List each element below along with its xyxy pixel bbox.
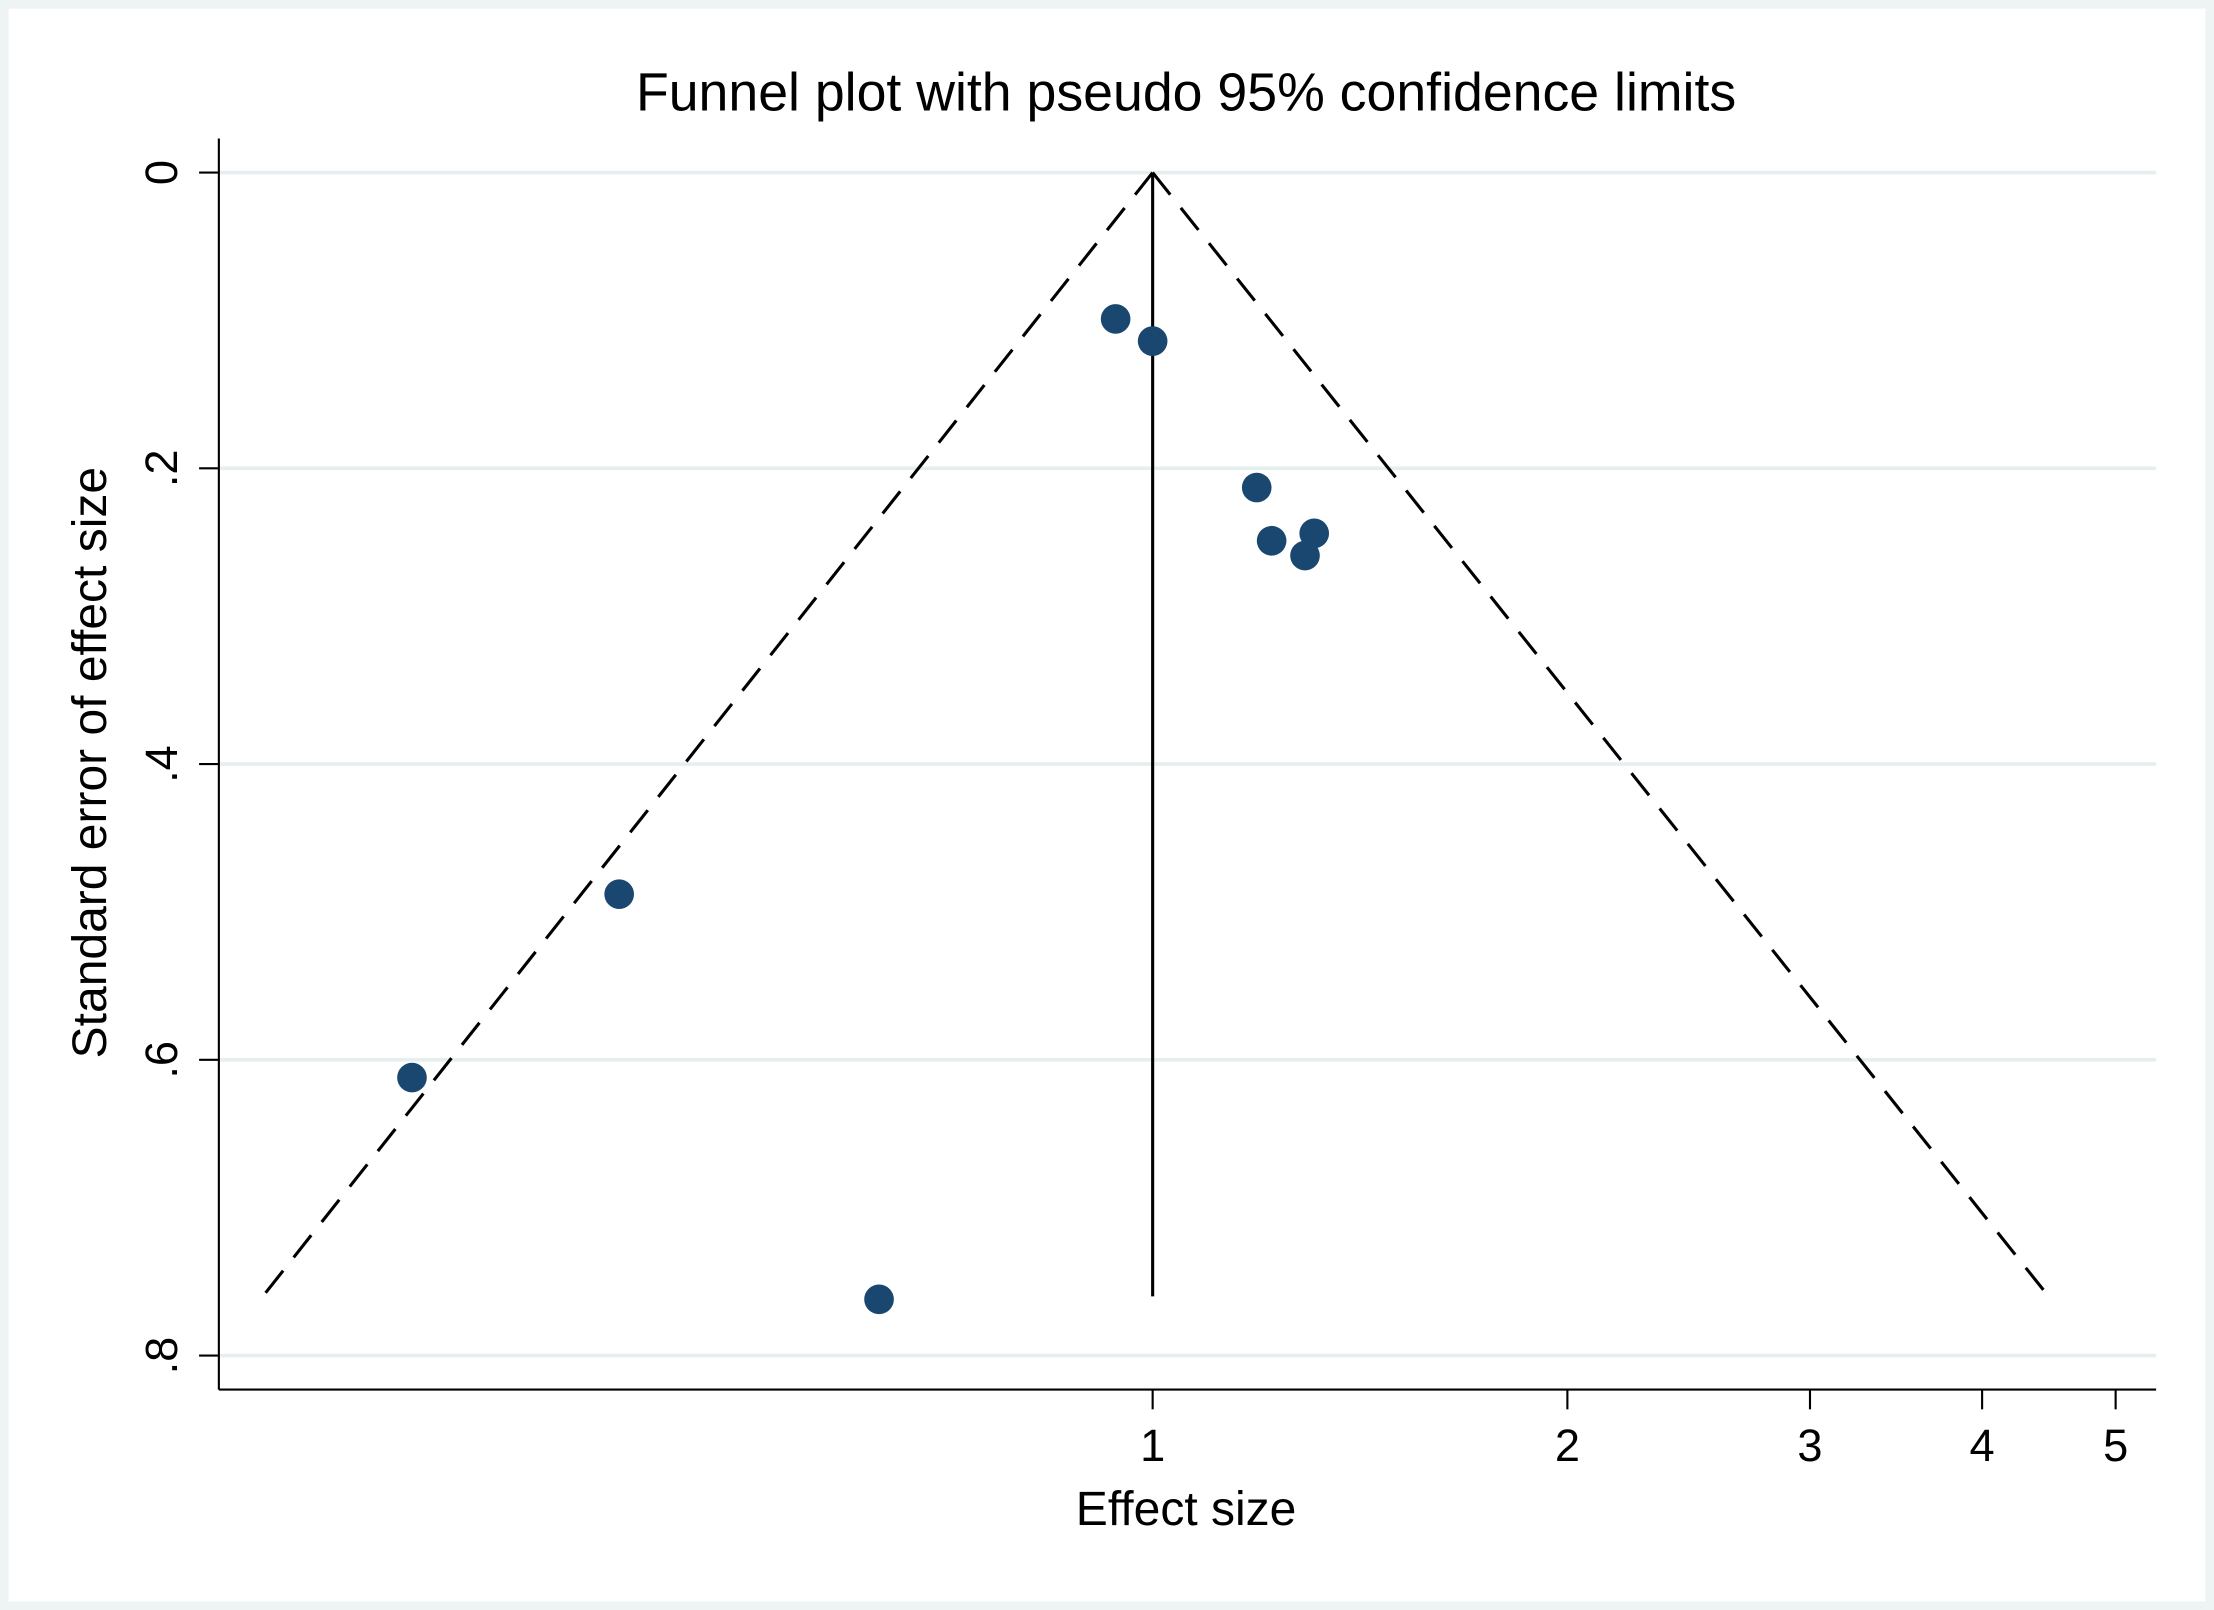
x-axis-label: Effect size — [1076, 1483, 1297, 1536]
y-axis-label: Standard error of effect size — [64, 467, 117, 1058]
y-tick-label: .6 — [136, 1041, 187, 1079]
study-point — [864, 1284, 894, 1315]
x-tick-label: 4 — [1970, 1420, 1995, 1471]
y-tick-label: 0 — [136, 160, 187, 185]
x-tick-label: 2 — [1555, 1420, 1580, 1471]
confidence-limit — [1151, 171, 2050, 1298]
x-tick-label: 5 — [2103, 1420, 2128, 1471]
study-point — [1256, 525, 1287, 556]
study-point — [1137, 326, 1168, 356]
study-point — [1290, 540, 1320, 571]
study-point — [397, 1062, 427, 1093]
study-point — [604, 879, 634, 910]
y-tick-label: .2 — [136, 449, 187, 487]
plot-background — [8, 8, 2206, 1602]
confidence-limit — [261, 171, 1154, 1298]
study-point — [1100, 304, 1131, 334]
chart-title: Funnel plot with pseudo 95% confidence l… — [636, 62, 1736, 122]
study-point — [1299, 518, 1330, 549]
x-tick-label: 3 — [1797, 1420, 1822, 1471]
x-tick-label: 1 — [1140, 1420, 1165, 1471]
y-tick-label: .4 — [136, 745, 187, 783]
y-tick-label: .8 — [136, 1337, 187, 1375]
study-point — [1241, 472, 1272, 503]
